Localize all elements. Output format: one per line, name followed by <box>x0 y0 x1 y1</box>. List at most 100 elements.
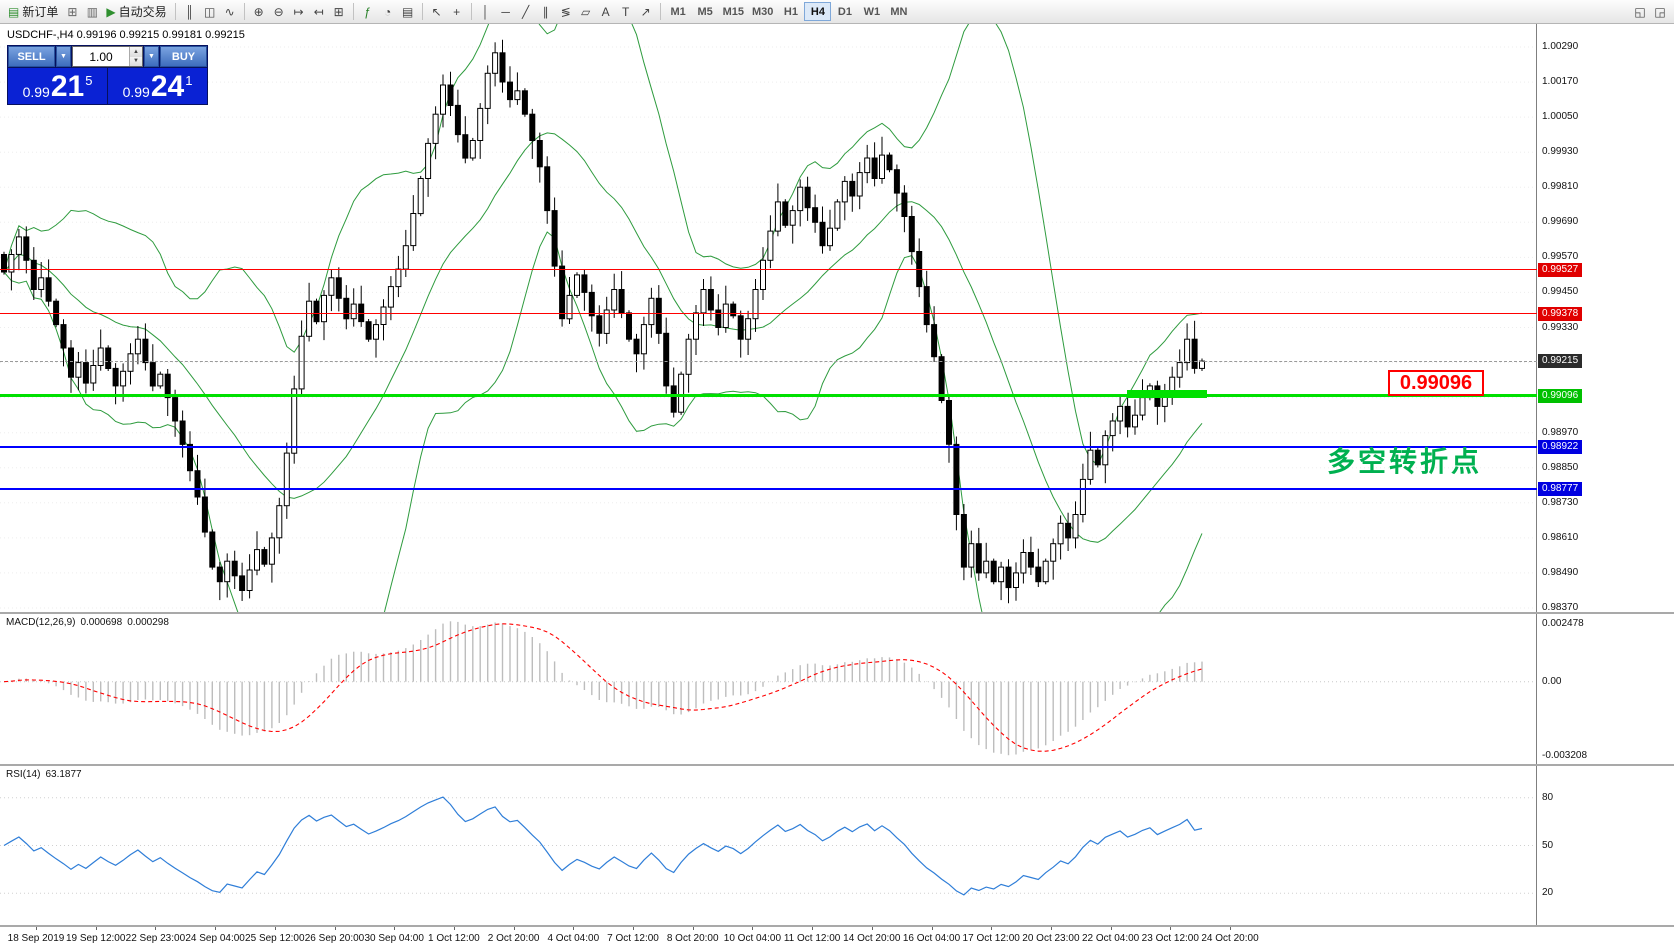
candlestick-chart-button[interactable]: ◫ <box>200 2 220 22</box>
grid-button[interactable]: ⊞ <box>329 2 349 22</box>
crosshair-button[interactable]: + <box>447 2 467 22</box>
bar-chart-button[interactable]: ║ <box>180 2 200 22</box>
profiles-button[interactable]: ▥ <box>82 2 102 22</box>
time-tick <box>453 927 455 930</box>
candlestick-canvas <box>0 24 1536 612</box>
time-tick <box>1050 927 1052 930</box>
periods-button[interactable]: ◔ <box>378 2 398 22</box>
candle-body <box>1005 566 1012 589</box>
timeframe-m5-button[interactable]: M5 <box>697 5 713 18</box>
candle-body <box>559 265 566 320</box>
timeframe-m1-button[interactable]: M1 <box>670 5 686 18</box>
new-order-button[interactable]: ▤ 新订单 <box>4 2 62 22</box>
toolbar-separator <box>470 3 472 20</box>
candle-body <box>1087 449 1094 480</box>
turning-point-annotation[interactable]: 多空转折点 <box>1327 446 1483 477</box>
chart-window-button[interactable]: ◱ <box>1630 2 1650 22</box>
templates-button[interactable]: ▤ <box>398 2 418 22</box>
candle-body <box>849 180 856 197</box>
sell-options-dropdown[interactable]: ▼ <box>56 46 71 67</box>
candle-body <box>782 201 789 226</box>
text-label-button[interactable]: T <box>616 2 636 22</box>
sell-button[interactable]: SELL <box>8 46 55 67</box>
pivot-line-green[interactable] <box>0 394 1537 398</box>
candle-body <box>1132 414 1138 428</box>
buy-button[interactable]: BUY <box>160 46 207 67</box>
time-axis-label: 2 Oct 20:00 <box>487 933 540 944</box>
sell-price-display[interactable]: 0.99 21 5 <box>8 68 107 104</box>
line-chart-button[interactable]: ∿ <box>220 2 240 22</box>
price-tag-0.99096: 0.99096 <box>1538 388 1583 403</box>
candle-body <box>321 294 327 323</box>
support-line-2[interactable] <box>0 488 1537 491</box>
time-tick <box>36 927 37 930</box>
candle-body <box>328 277 335 296</box>
time-tick <box>692 927 694 930</box>
periods-icon: ◔ <box>383 4 392 19</box>
candle-body <box>380 306 387 325</box>
candle-body <box>90 365 97 384</box>
candle-body <box>492 52 499 74</box>
candle-body <box>306 300 313 337</box>
time-tick <box>95 927 97 930</box>
resistance-line-2[interactable] <box>0 313 1537 314</box>
panel-toggle-button[interactable]: ◲ <box>1650 2 1670 22</box>
panel-separator[interactable] <box>0 612 1674 614</box>
arrows-icon: ↗ <box>640 4 651 19</box>
time-tick <box>1170 927 1172 930</box>
buy-options-dropdown[interactable]: ▼ <box>144 46 159 67</box>
candle-body <box>157 373 164 387</box>
channel-button[interactable]: ∥ <box>536 2 556 22</box>
timeframe-d1-button[interactable]: D1 <box>837 5 852 18</box>
candle-body <box>499 52 506 83</box>
indicators-button[interactable]: ƒ <box>358 2 378 22</box>
panel-separator[interactable] <box>0 764 1674 766</box>
candle-body <box>514 90 521 101</box>
candle-body <box>1042 560 1049 583</box>
rsi-axis[interactable]: 80 50 20 <box>1538 766 1674 925</box>
zoom-in-button[interactable]: ⊕ <box>249 2 269 22</box>
autotrading-button[interactable]: ▶ 自动交易 <box>102 2 170 22</box>
candle-body <box>841 180 848 203</box>
panel-separator[interactable] <box>0 925 1674 927</box>
timeframe-mn-button[interactable]: MN <box>890 5 908 18</box>
fibonacci-button[interactable]: ≶ <box>556 2 576 22</box>
spin-up-icon[interactable]: ▲ <box>130 47 142 57</box>
price-callout-box[interactable]: 0.99096 <box>1388 370 1484 396</box>
new-chart-button[interactable]: ⊞ <box>62 2 82 22</box>
horizontal-line-button[interactable]: ─ <box>496 2 516 22</box>
chart-shift-button[interactable]: ↤ <box>309 2 329 22</box>
main-chart-plot[interactable] <box>0 24 1537 612</box>
candle-body <box>968 543 975 568</box>
shapes-button[interactable]: ▱ <box>576 2 596 22</box>
zoom-out-button[interactable]: ⊖ <box>269 2 289 22</box>
macd-indicator-plot[interactable] <box>0 614 1537 764</box>
text-button[interactable]: A <box>596 2 616 22</box>
chart-window-icon: ◱ <box>1634 4 1646 19</box>
toolbar-right-group: ◱ ◲ <box>1630 2 1670 22</box>
time-axis[interactable]: 18 Sep 2019 19 Sep 12:00 22 Sep 23:00 24 Se… <box>0 927 1674 947</box>
timeframe-m30-button[interactable]: M30 <box>752 5 774 18</box>
auto-scroll-button[interactable]: ↦ <box>289 2 309 22</box>
timeframe-h1-button[interactable]: H1 <box>783 5 798 18</box>
resistance-line-1[interactable] <box>0 269 1537 271</box>
arrows-button[interactable]: ↗ <box>636 2 656 22</box>
green-highlight-zone[interactable] <box>1127 389 1207 398</box>
candle-body <box>8 254 15 273</box>
buy-price-display[interactable]: 0.99 24 1 <box>108 68 207 104</box>
time-axis-label: 14 Oct 20:00 <box>843 933 901 944</box>
macd-axis[interactable]: 0.002478 0.00 -0.003208 <box>1538 614 1674 764</box>
timeframe-h4-button[interactable]: H4 <box>804 2 832 21</box>
timeframe-w1-button[interactable]: W1 <box>863 5 881 18</box>
rsi-indicator-plot[interactable] <box>0 766 1537 925</box>
time-tick <box>274 927 276 930</box>
candle-body <box>373 324 379 340</box>
cursor-button[interactable]: ↖ <box>427 2 447 22</box>
volume-input[interactable] <box>73 47 129 66</box>
vertical-line-button[interactable]: │ <box>476 2 496 22</box>
support-line-1[interactable] <box>0 445 1537 448</box>
trendline-button[interactable]: ╱ <box>516 2 536 22</box>
price-axis[interactable]: 1.00290 1.00170 1.00050 0.99930 0.99810 0.996… <box>1538 24 1674 613</box>
timeframe-m15-button[interactable]: M15 <box>722 5 745 18</box>
spin-down-icon[interactable]: ▼ <box>130 56 142 66</box>
